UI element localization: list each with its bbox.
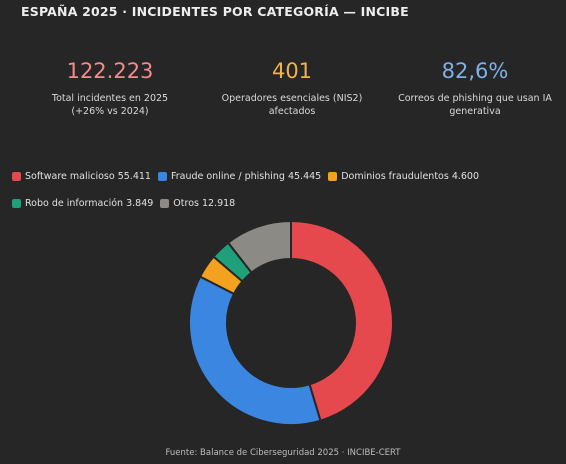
donut-slice-1[interactable] <box>188 275 322 426</box>
legend-label: Fraude online / phishing 45.445 <box>170 170 322 182</box>
legend-item-malware[interactable]: Software malicioso 55.411 <box>12 171 151 182</box>
kpi-label-line: Operadores esenciales (NIS2) <box>221 93 363 104</box>
legend-swatch <box>157 171 167 181</box>
donut-chart <box>188 219 394 426</box>
kpi-label-line: (+26% vs 2024) <box>71 106 149 117</box>
kpi-label-line: Correos de phishing que usan IA <box>398 93 552 104</box>
legend-label: Software malicioso 55.411 <box>25 170 151 182</box>
kpi-label: Total incidentes en 2025 (+26% vs 2024) <box>20 92 200 118</box>
kpi-value: 82,6% <box>441 59 509 83</box>
legend-item-data-theft[interactable]: Robo de información 3.849 <box>12 198 153 209</box>
legend-swatch <box>12 171 21 181</box>
legend-swatch <box>160 198 170 208</box>
legend-label: Robo de información 3.849 <box>25 197 154 209</box>
donut-slice-0[interactable] <box>290 219 394 422</box>
kpi-label: Correos de phishing que usan IA generati… <box>385 92 565 118</box>
legend-swatch <box>328 171 338 181</box>
legend-row: Robo de información 3.849 Otros 12.918 <box>12 196 552 210</box>
kpi-value: 401 <box>271 59 313 83</box>
legend-item-fraudulent-domains[interactable]: Dominios fraudulentos 4.600 <box>328 171 479 182</box>
kpi-label-line: generativa <box>449 106 501 117</box>
kpi-value: 122.223 <box>66 59 154 83</box>
kpi-label-line: Total incidentes en 2025 <box>51 93 169 104</box>
chart-title: ESPAÑA 2025 · INCIDENTES POR CATEGORÍA —… <box>21 4 409 19</box>
legend-label: Otros 12.918 <box>173 197 236 209</box>
chart-legend: Software malicioso 55.411 Fraude online … <box>12 169 552 223</box>
legend-row: Software malicioso 55.411 Fraude online … <box>12 169 552 183</box>
kpi-label: Operadores esenciales (NIS2) afectados <box>202 92 382 118</box>
source-note: Fuente: Balance de Ciberseguridad 2025 ·… <box>165 448 401 458</box>
legend-item-phishing[interactable]: Fraude online / phishing 45.445 <box>157 170 322 182</box>
donut-slice-4[interactable] <box>226 219 292 275</box>
legend-label: Dominios fraudulentos 4.600 <box>341 170 480 182</box>
kpi-panel: 122.223 Total incidentes en 2025 (+26% v… <box>0 58 566 128</box>
kpi-ai-phishing: 82,6% Correos de phishing que usan IA ge… <box>385 58 565 118</box>
kpi-total-incidents: 122.223 Total incidentes en 2025 (+26% v… <box>20 58 200 118</box>
kpi-label-line: afectados <box>268 106 316 117</box>
kpi-essential-operators: 401 Operadores esenciales (NIS2) afectad… <box>202 58 382 118</box>
legend-swatch <box>12 198 21 208</box>
legend-item-others[interactable]: Otros 12.918 <box>160 198 235 209</box>
